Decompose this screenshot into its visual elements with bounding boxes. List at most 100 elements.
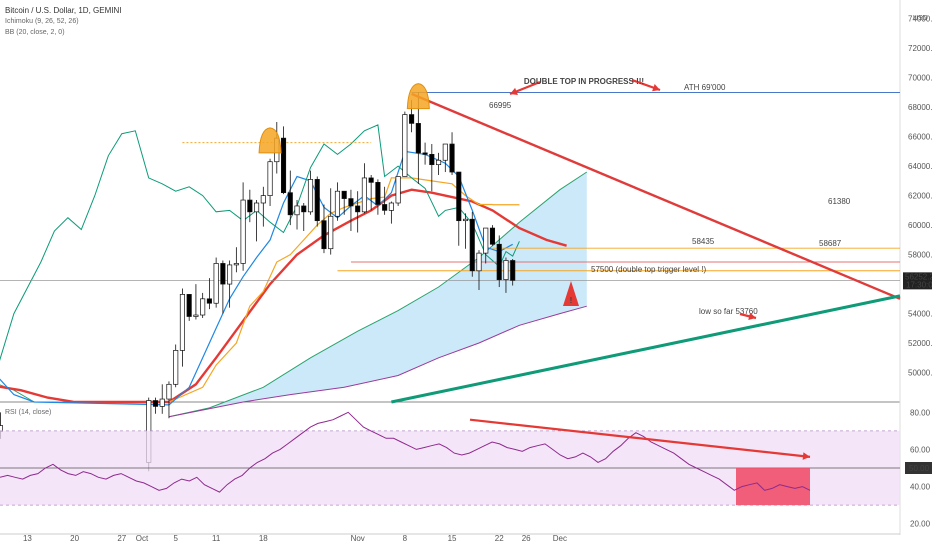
rsi-tick-label: 80.00 <box>910 408 931 417</box>
level-58687-label: 58687 <box>819 239 842 248</box>
candle-body <box>476 252 482 272</box>
rsi-line <box>0 411 811 493</box>
rsi-badge <box>905 462 932 474</box>
price-tick-label: 52000.00 <box>908 339 932 348</box>
candle-body <box>469 218 475 272</box>
candle-body <box>173 350 179 385</box>
candle-body <box>395 176 401 204</box>
candle-body <box>510 260 516 281</box>
candle-body <box>240 199 246 264</box>
arrow-to-first-top <box>509 80 541 96</box>
candle-body <box>328 215 334 250</box>
time-tick-label: Oct <box>136 534 149 543</box>
first-top-marker <box>258 127 282 154</box>
price-tick-label: 58000.00 <box>908 251 932 260</box>
rsi-box <box>736 468 810 506</box>
candle-body <box>361 177 367 213</box>
currency-label: USD <box>913 15 928 22</box>
candle-body <box>442 143 448 161</box>
price-tick-label: 66000.00 <box>908 133 932 142</box>
candle-body <box>422 152 428 155</box>
candle-body <box>341 190 347 199</box>
level-61380-label: 61380 <box>828 197 851 206</box>
candle-body <box>307 179 314 213</box>
price-tick-label: 50000.00 <box>908 369 932 378</box>
chikou-span <box>0 124 520 361</box>
price-tick-label: 62000.00 <box>908 192 932 201</box>
time-tick-label: 26 <box>522 534 531 543</box>
candle-body <box>321 220 327 250</box>
time-tick-label: 18 <box>259 534 268 543</box>
candle-body <box>382 204 388 211</box>
rsi-divergence-arrow <box>469 418 811 460</box>
time-tick-label: Dec <box>553 534 567 543</box>
badge-value: 56252.29 <box>905 272 932 281</box>
candle-body <box>301 205 307 213</box>
candle-body <box>503 260 509 281</box>
candle-body <box>409 114 415 124</box>
candle-body <box>152 400 159 407</box>
ath-label: ATH 69'000 <box>684 83 726 92</box>
time-tick-label: 5 <box>173 534 178 543</box>
candle-body <box>233 263 239 266</box>
candle-body <box>267 161 273 196</box>
candle-body <box>429 154 435 166</box>
legend-ichimoku: Ichimoku (9, 26, 52, 26) <box>5 18 79 25</box>
first-top-label: 66995 <box>489 101 512 110</box>
arrow-to-second-top <box>631 78 661 92</box>
last-price-badge <box>903 272 932 290</box>
candle-body <box>287 192 293 216</box>
arrow-head <box>802 452 810 460</box>
price-tick-label: 70000.00 <box>908 74 932 83</box>
candle-body <box>254 202 260 213</box>
time-tick-label: 27 <box>117 534 126 543</box>
senkou-span-a <box>168 171 588 418</box>
time-tick-label: 8 <box>403 534 408 543</box>
arrow-head <box>652 84 660 92</box>
candle-body <box>179 294 185 351</box>
candle-body <box>220 263 226 285</box>
candle-body <box>388 202 394 211</box>
descending-trendline <box>411 92 901 300</box>
candle-body <box>166 383 172 400</box>
arrow-head <box>510 87 518 95</box>
early-cloud-edge <box>0 384 35 403</box>
rsi-badge-value: 50.00 <box>909 464 930 473</box>
time-tick-label: 20 <box>70 534 79 543</box>
warning-mark: ! <box>570 296 573 305</box>
candle-body <box>193 314 199 317</box>
time-tick-label: 11 <box>212 534 221 543</box>
candle-body <box>247 199 253 213</box>
time-tick-label: Nov <box>351 534 365 543</box>
time-tick-label: 15 <box>448 534 457 543</box>
price-tick-label: 74000.00 <box>908 15 932 24</box>
legend-bb: BB (20, close, 2, 0) <box>5 29 65 36</box>
rsi-tick-label: 40.00 <box>910 483 931 492</box>
time-tick-label: 22 <box>495 534 504 543</box>
candle-body <box>159 398 165 407</box>
candle-body <box>402 114 408 177</box>
badge-countdown: 17:30:01 <box>906 280 932 289</box>
warning-icon <box>563 281 579 306</box>
candle-body <box>462 218 469 222</box>
price-tick-label: 54000.00 <box>908 310 932 319</box>
candle-body <box>436 159 442 166</box>
price-tick-label: 72000.00 <box>908 44 932 53</box>
candle-body <box>227 264 233 285</box>
price-tick-label: 64000.00 <box>908 162 932 171</box>
second-top-marker <box>406 83 430 110</box>
arrow-shaft <box>469 418 811 458</box>
price-tick-label: 68000.00 <box>908 103 932 112</box>
candle-body <box>348 198 354 207</box>
candle-body <box>483 227 489 254</box>
candle-body <box>415 123 421 154</box>
rsi-tick-label: 60.00 <box>910 445 931 454</box>
legend-rsi: RSI (14, close) <box>5 409 52 416</box>
double-top-label: DOUBLE TOP IN PROGRESS !!! <box>524 77 644 86</box>
candle-body <box>456 171 462 222</box>
candle-body <box>496 243 502 281</box>
legend-symbol: Bitcoin / U.S. Dollar, 1D, GEMINI <box>5 6 122 15</box>
candle-body <box>355 205 361 213</box>
